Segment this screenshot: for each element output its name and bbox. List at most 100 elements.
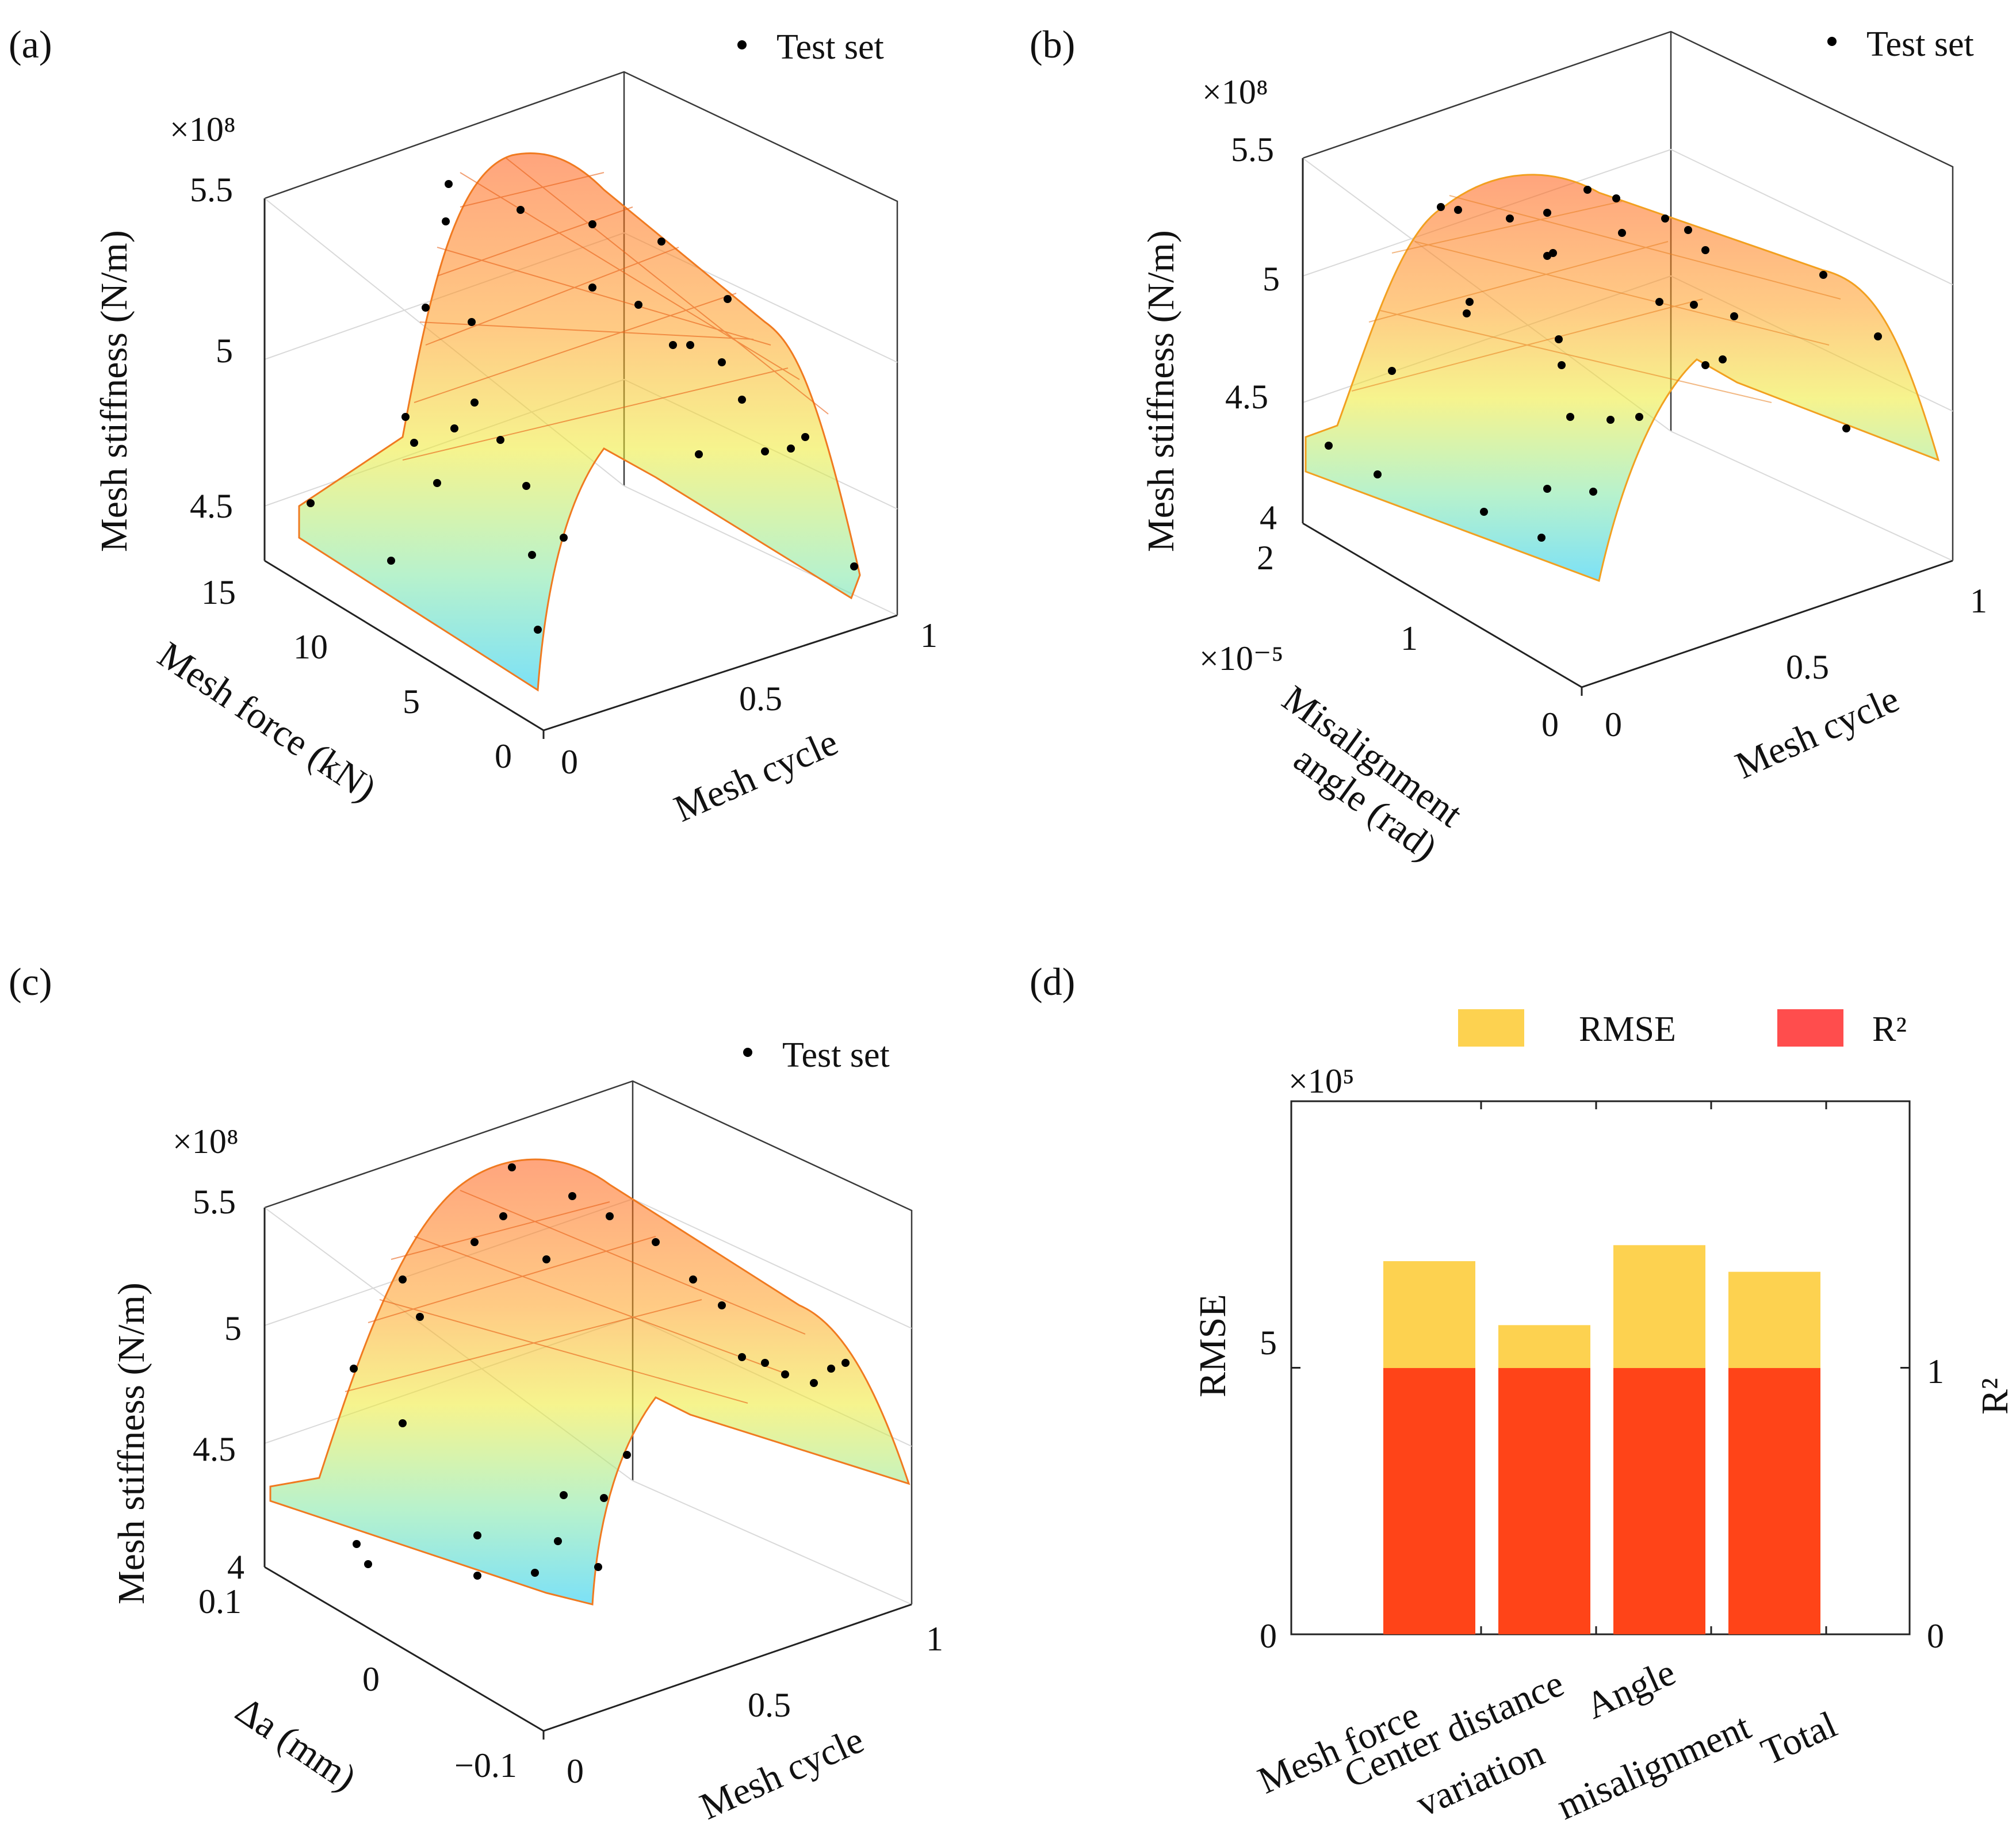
test-point	[542, 1255, 550, 1263]
panel-b-xtick-2: 0.5	[1786, 648, 1829, 686]
panel-c-ztick-4: 5.5	[193, 1183, 236, 1221]
panel-d-left-label: RMSE	[1192, 1294, 1234, 1397]
panel-b-xtick-1: 0	[1605, 706, 1622, 744]
panel-a-ztick-1: 4.5	[190, 487, 233, 525]
panel-d-rmse-exponent: ×10⁵	[1288, 1062, 1355, 1100]
test-point	[1606, 416, 1615, 424]
test-point	[422, 304, 430, 312]
panel-c-xtick-3: 1	[926, 1620, 943, 1658]
panel-b-ytick-2: 1	[1401, 619, 1418, 657]
test-point	[761, 1359, 769, 1367]
panel-b-y-exponent: ×10⁻⁵	[1199, 639, 1283, 677]
bar-group	[1383, 1245, 1820, 1634]
test-point	[606, 1212, 614, 1220]
panel-d-label: (d)	[1030, 960, 1075, 1003]
panel-a-legend-dot	[737, 40, 747, 49]
test-point	[738, 396, 746, 404]
panel-a-ztick-3: 5.5	[190, 171, 233, 209]
panel-d-left-tick-0: 0	[1260, 1617, 1277, 1655]
panel-c-xtick-1: 0	[567, 1752, 584, 1790]
test-point	[695, 450, 703, 458]
test-point	[1543, 209, 1551, 217]
panel-c-xtick-2: 0.5	[748, 1686, 791, 1724]
panel-b-surface-mesh	[1351, 195, 1841, 403]
panel-d-right-tick-1: 1	[1927, 1353, 1944, 1390]
test-point	[1842, 424, 1850, 432]
test-point	[623, 1451, 631, 1459]
test-point	[787, 445, 795, 453]
panel-a-ytick-4: 15	[201, 573, 236, 611]
panel-c-z-exponent: ×10⁸	[173, 1123, 239, 1160]
test-point	[652, 1238, 660, 1246]
category-label-angle-line2: misalignment	[1551, 1706, 1757, 1828]
panel-c-surface-shape	[269, 1158, 911, 1606]
test-point	[1874, 332, 1882, 340]
test-point	[761, 447, 769, 455]
panel-b-xlabel: Mesh cycle	[1729, 678, 1905, 787]
test-point	[801, 433, 809, 441]
test-point	[781, 1370, 789, 1378]
legend-rmse-text: RMSE	[1579, 1010, 1676, 1049]
panel-d-right-label: R²	[1974, 1378, 2016, 1415]
test-point	[686, 341, 694, 349]
panel-c-ytick-1: −0.1	[454, 1746, 517, 1784]
test-point	[810, 1379, 818, 1387]
test-point	[401, 413, 410, 421]
test-point	[496, 436, 504, 444]
test-point	[1684, 226, 1692, 234]
panel-a-xtick-1: 0	[561, 743, 578, 781]
test-point	[307, 499, 315, 507]
panel-a-label: (a)	[9, 22, 52, 66]
test-point	[468, 318, 476, 326]
test-point	[473, 1531, 481, 1539]
test-point	[416, 1313, 424, 1321]
bar-r2	[1498, 1367, 1590, 1634]
test-point	[1690, 301, 1698, 309]
test-point	[657, 237, 665, 246]
test-point	[1388, 367, 1396, 375]
panel-a-surface-mesh	[402, 158, 829, 461]
test-point	[1480, 508, 1488, 516]
panel-c: (c) ×10⁸ 5.5 5 4.5 4 Mesh stiffness (N/m…	[9, 960, 943, 1828]
test-point	[1589, 488, 1597, 496]
test-point	[1466, 298, 1474, 306]
category-label-total: Total	[1755, 1703, 1843, 1773]
test-point	[470, 1238, 479, 1246]
test-point	[1730, 312, 1738, 320]
test-point	[1701, 246, 1709, 254]
panel-c-ztick-3: 5	[224, 1309, 242, 1347]
panel-b-xtick-3: 1	[1970, 582, 1987, 620]
panel-d: (d) RMSE R² ×10⁵ 0 5 0 1 RMSE R² Mesh fo…	[1030, 960, 2016, 1828]
category-labels: Mesh force Center distance variation Ang…	[1252, 1651, 1843, 1828]
test-point	[433, 479, 441, 487]
test-point	[600, 1494, 608, 1502]
test-point	[1555, 335, 1563, 343]
panel-d-right-tick-0: 0	[1927, 1617, 1944, 1655]
bar-r2	[1613, 1367, 1705, 1634]
test-point	[1612, 194, 1620, 202]
panel-b-ytick-3: 2	[1257, 539, 1274, 577]
bar-r2	[1383, 1367, 1475, 1634]
test-point	[399, 1275, 407, 1284]
panel-b-surface	[1305, 174, 1940, 583]
bar-r2	[1728, 1367, 1820, 1634]
test-point	[588, 220, 596, 228]
test-point	[1558, 361, 1566, 369]
panel-b-surface-shape	[1305, 174, 1940, 583]
panel-d-left-tick-5: 5	[1260, 1324, 1277, 1362]
test-point	[1819, 271, 1827, 279]
panel-a-xtick-2: 0.5	[739, 680, 782, 718]
test-point	[517, 206, 525, 214]
test-point	[850, 562, 858, 570]
test-point	[724, 295, 732, 303]
test-point	[689, 1275, 697, 1284]
test-point	[508, 1163, 516, 1171]
panel-b-legend-dot	[1827, 37, 1837, 46]
panel-a-test-points	[307, 180, 858, 634]
test-point	[634, 301, 642, 309]
test-point	[470, 399, 479, 407]
test-point	[1506, 214, 1514, 223]
test-point	[1374, 470, 1382, 478]
test-point	[1566, 413, 1574, 421]
